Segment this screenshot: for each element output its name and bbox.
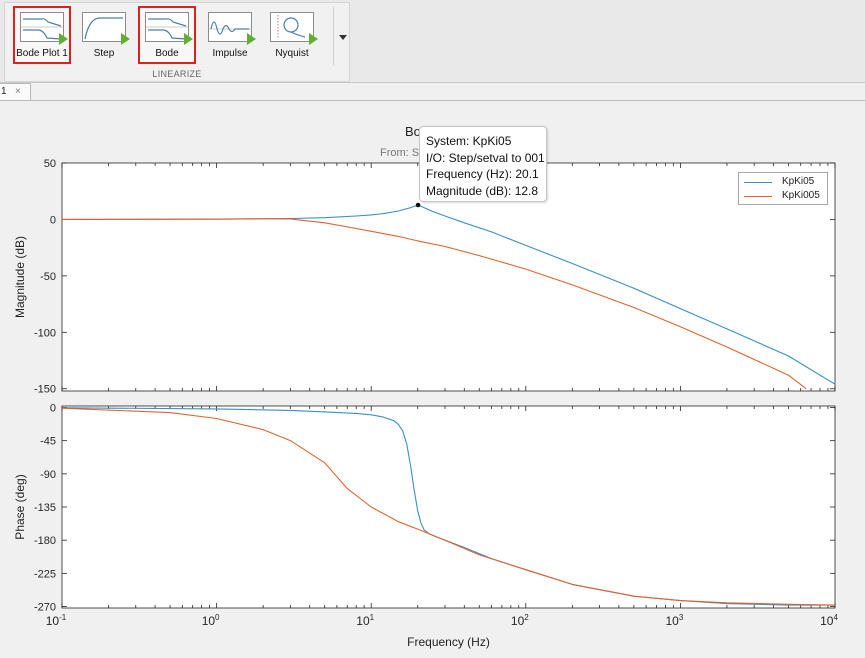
y-tick-label: -150 [34,384,56,396]
document-tabbar: 1 × [0,83,865,101]
y-tick-label: 0 [50,214,56,226]
figure-area: Bo From: S 50 0 -50 -100 -150 Magnitude (dB) 0 -4… [0,101,865,658]
nyquist-button[interactable]: Nyquist [263,6,321,64]
section-label: LINEARIZE [152,69,202,79]
bode-plot[interactable]: Bo From: S 50 0 -50 -100 -150 Magnitude (dB) 0 -4… [0,101,865,658]
run-icon [309,33,318,45]
run-icon [121,33,130,45]
y-tick-label: -100 [34,327,56,339]
x-tick-label: 104 [820,613,838,628]
y-tick-label: -50 [40,271,56,283]
y-axis-label: Phase (deg) [13,474,27,539]
y-tick-label: 0 [50,402,56,414]
close-icon[interactable]: × [15,86,21,97]
run-icon [59,33,68,45]
plot-subtitle: From: S [380,147,419,159]
chevron-down-icon [339,35,347,40]
impulse-response-icon [208,12,256,45]
legend-label: KpKi005 [782,190,820,201]
phase-axes [61,405,836,609]
x-tick-label: 100 [202,613,220,628]
step-response-icon [82,12,130,45]
tab-document-1[interactable]: 1 × [0,83,31,100]
y-tick-label: -180 [34,535,56,547]
tool-label: Impulse [212,48,248,59]
bode-plot-icon [20,12,68,45]
y-axis-label: Magnitude (dB) [13,236,27,318]
step-button[interactable]: Step [75,6,133,64]
series-line-kpki005 [62,407,835,606]
bode-plot-1-button[interactable]: Bode Plot 1 [13,6,71,64]
datatip-magnitude: Magnitude (dB): 12.8 [426,183,539,198]
datatip-marker [415,202,421,208]
tool-label: Bode [155,48,179,59]
x-tick-label: 102 [511,613,529,628]
x-tick-label: 10-1 [46,613,67,628]
linearize-section: Bode Plot 1 Step Bode [4,2,350,82]
toolstrip: Bode Plot 1 Step Bode [0,0,865,83]
run-icon [247,33,256,45]
x-tick-label: 103 [665,613,683,628]
legend-entry: KpKi05 [739,175,827,189]
bode-button[interactable]: Bode [138,6,196,64]
x-tick-label: 101 [356,613,374,628]
datatip-system: System: KpKi05 [426,134,512,148]
y-tick-label: -135 [34,502,56,514]
datatip-frequency: Frequency (Hz): 20.1 [426,167,539,181]
y-tick-label: -90 [40,469,56,481]
run-icon [184,33,193,45]
y-tick-label: -270 [34,602,56,614]
y-tick-label: -225 [34,568,56,580]
series-line-kpki005 [62,218,807,390]
tool-label: Nyquist [275,48,309,59]
datatip-io: I/O: Step/setval to 001 [426,150,545,165]
series-line-kpki05 [62,204,835,385]
y-tick-label: 50 [44,158,56,170]
legend-swatch-kpki005 [744,196,772,197]
legend-label: KpKi05 [782,176,815,187]
bode-plot-icon [145,12,193,45]
legend-swatch-kpki05 [744,182,772,183]
plot-title: Bo [405,124,421,139]
tool-label: Step [93,48,115,59]
tab-label: 1 [1,86,7,97]
x-axis-label: Frequency (Hz) [407,635,490,649]
y-tick-label: -45 [40,436,56,448]
gallery-more-button[interactable] [333,7,351,65]
nyquist-plot-icon [270,12,318,45]
legend[interactable]: KpKi05 KpKi005 [738,172,828,205]
datatip[interactable]: System: KpKi05 I/O: Step/setval to 001 F… [419,126,547,202]
impulse-button[interactable]: Impulse [201,6,259,64]
legend-entry: KpKi005 [739,189,827,203]
tool-label: Bode Plot 1 [16,48,68,59]
